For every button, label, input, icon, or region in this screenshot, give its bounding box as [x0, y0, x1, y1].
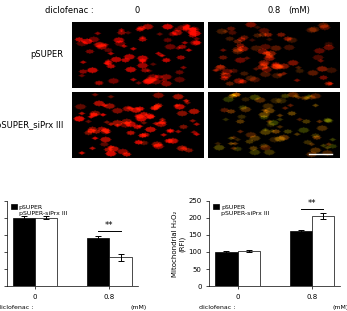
Bar: [13, 218, 35, 286]
Bar: [35, 218, 57, 286]
Legend: pSUPER, pSUPER-siPrx III: pSUPER, pSUPER-siPrx III: [213, 204, 270, 217]
Text: (mM): (mM): [333, 305, 347, 310]
Text: **: **: [105, 221, 113, 230]
Text: pSUPER: pSUPER: [30, 50, 63, 59]
Bar: [312, 216, 334, 286]
Bar: [87, 238, 109, 286]
Bar: [238, 251, 260, 286]
Bar: [215, 252, 238, 286]
Y-axis label: Mitochondrial H₂O₂
(RFI): Mitochondrial H₂O₂ (RFI): [172, 210, 186, 276]
Text: 0.8: 0.8: [268, 6, 281, 15]
Legend: pSUPER, pSUPER-siPrx III: pSUPER, pSUPER-siPrx III: [10, 204, 68, 217]
Text: (mM): (mM): [288, 6, 310, 15]
Text: diclofenac :: diclofenac :: [45, 6, 94, 15]
Text: diclofenac :: diclofenac :: [199, 305, 235, 310]
Text: 0: 0: [135, 6, 140, 15]
Text: diclofenac :: diclofenac :: [0, 305, 33, 310]
Bar: [290, 231, 312, 286]
Text: pSUPER_siPrx III: pSUPER_siPrx III: [0, 121, 63, 130]
Text: **: **: [307, 199, 316, 208]
Text: (mM): (mM): [130, 305, 146, 310]
Bar: [109, 258, 132, 286]
